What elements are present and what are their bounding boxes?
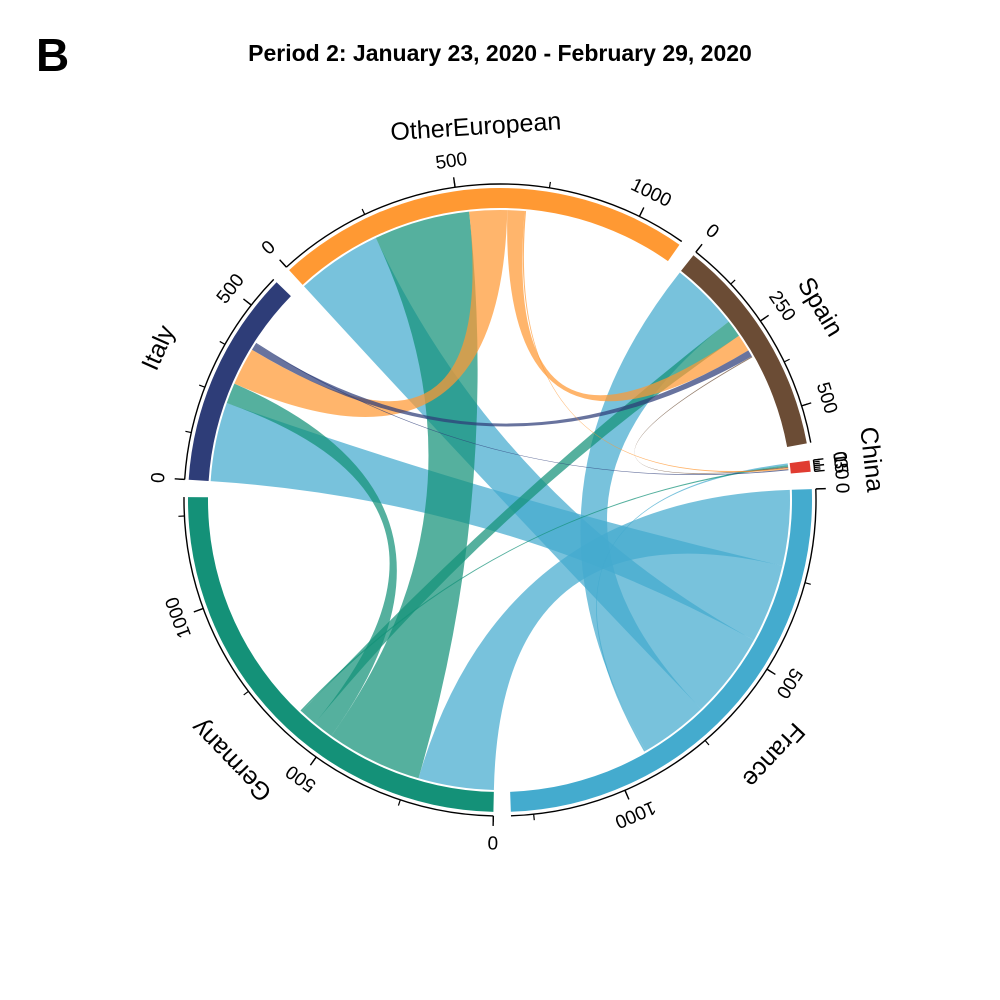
tick-major-othereuropean (279, 259, 287, 268)
sector-label-othereuropean: OtherEuropean (390, 107, 562, 146)
tick-minor-italy (185, 430, 192, 434)
tick-minor-china (813, 460, 820, 463)
tick-label-france: 1000 (612, 796, 659, 832)
tick-label-germany: 500 (282, 760, 320, 796)
tick-minor-spain (783, 358, 790, 363)
tick-minor-germany (397, 799, 401, 806)
tick-label-italy: 0 (148, 472, 170, 484)
sector-axis-france (510, 488, 817, 817)
ribbons-layer (210, 209, 790, 790)
tick-major-othereuropean (638, 207, 645, 217)
tick-minor-france (533, 814, 535, 821)
tick-label-othereuropean: 500 (434, 149, 468, 174)
tick-label-othereuropean: 1000 (627, 174, 674, 211)
chart-title: Period 2: January 23, 2020 - February 29… (248, 40, 752, 66)
ribbon-germany-italy (226, 383, 397, 736)
tick-label-germany: 1000 (162, 594, 196, 641)
sector-label-china: China (854, 425, 889, 493)
sector-axis-spain (695, 251, 812, 443)
tick-major-italy (242, 298, 252, 306)
tick-label-france: 0 (831, 482, 852, 493)
sector-axis-othereuropean (285, 183, 683, 268)
tick-major-china (813, 458, 824, 461)
sector-band-germany (187, 497, 494, 812)
tick-label-othereuropean: 0 (258, 237, 280, 260)
ribbon-germany-spain (301, 321, 739, 724)
tick-major-othereuropean (452, 177, 456, 188)
tick-minor-china (813, 462, 820, 465)
tick-minor-germany (243, 690, 249, 696)
ribbon-othereuropean-italy (234, 209, 508, 417)
tick-label-italy: 500 (213, 270, 249, 308)
ribbon-germany-othereuropean (331, 211, 478, 779)
sector-axis-germany (183, 497, 494, 817)
sector-band-china (789, 460, 811, 474)
tick-label-spain: 500 (812, 380, 841, 417)
tick-minor-china (814, 468, 821, 471)
tick-minor-spain (730, 279, 736, 285)
tick-label-germany: 0 (487, 831, 498, 852)
sector-band-spain (681, 255, 807, 447)
tick-minor-france (804, 582, 811, 585)
tick-major-spain (801, 402, 812, 407)
tick-label-china: 30 (829, 458, 852, 481)
tick-minor-othereuropean (548, 181, 551, 188)
panel-letter: B (36, 29, 70, 81)
tick-major-germany (309, 756, 317, 766)
tick-label-spain: 250 (764, 287, 799, 325)
tick-major-france (624, 789, 630, 800)
tick-major-france (766, 668, 776, 676)
ribbon-france-spain (580, 272, 729, 751)
tick-minor-china (814, 466, 821, 469)
tick-label-china: 0 (828, 450, 850, 463)
tick-minor-othereuropean (361, 208, 366, 215)
ribbon-france-othereuropean (303, 237, 754, 709)
sector-label-spain: Spain (792, 272, 849, 341)
sector-band-italy (188, 282, 291, 481)
tick-major-germany (193, 607, 204, 613)
sector-label-germany: Germany (185, 713, 277, 807)
tick-major-spain (759, 314, 770, 322)
tick-minor-italy (198, 384, 206, 388)
tick-major-italy (174, 478, 185, 481)
tick-minor-france (704, 740, 710, 746)
tick-label-spain: 0 (701, 220, 722, 243)
tick-major-china (814, 463, 825, 467)
tick-major-china (814, 469, 825, 473)
sector-band-france (510, 489, 813, 812)
sector-axis-italy (183, 278, 275, 480)
tick-label-china: 15 (828, 451, 851, 474)
sector-label-france: France (737, 717, 811, 793)
ribbon-italy-spain (251, 343, 752, 427)
sector-label-italy: Italy (136, 321, 180, 375)
tick-minor-italy (219, 340, 226, 345)
tick-label-france: 500 (772, 664, 807, 702)
sector-band-othereuropean (289, 188, 680, 285)
tick-major-spain (695, 243, 703, 253)
